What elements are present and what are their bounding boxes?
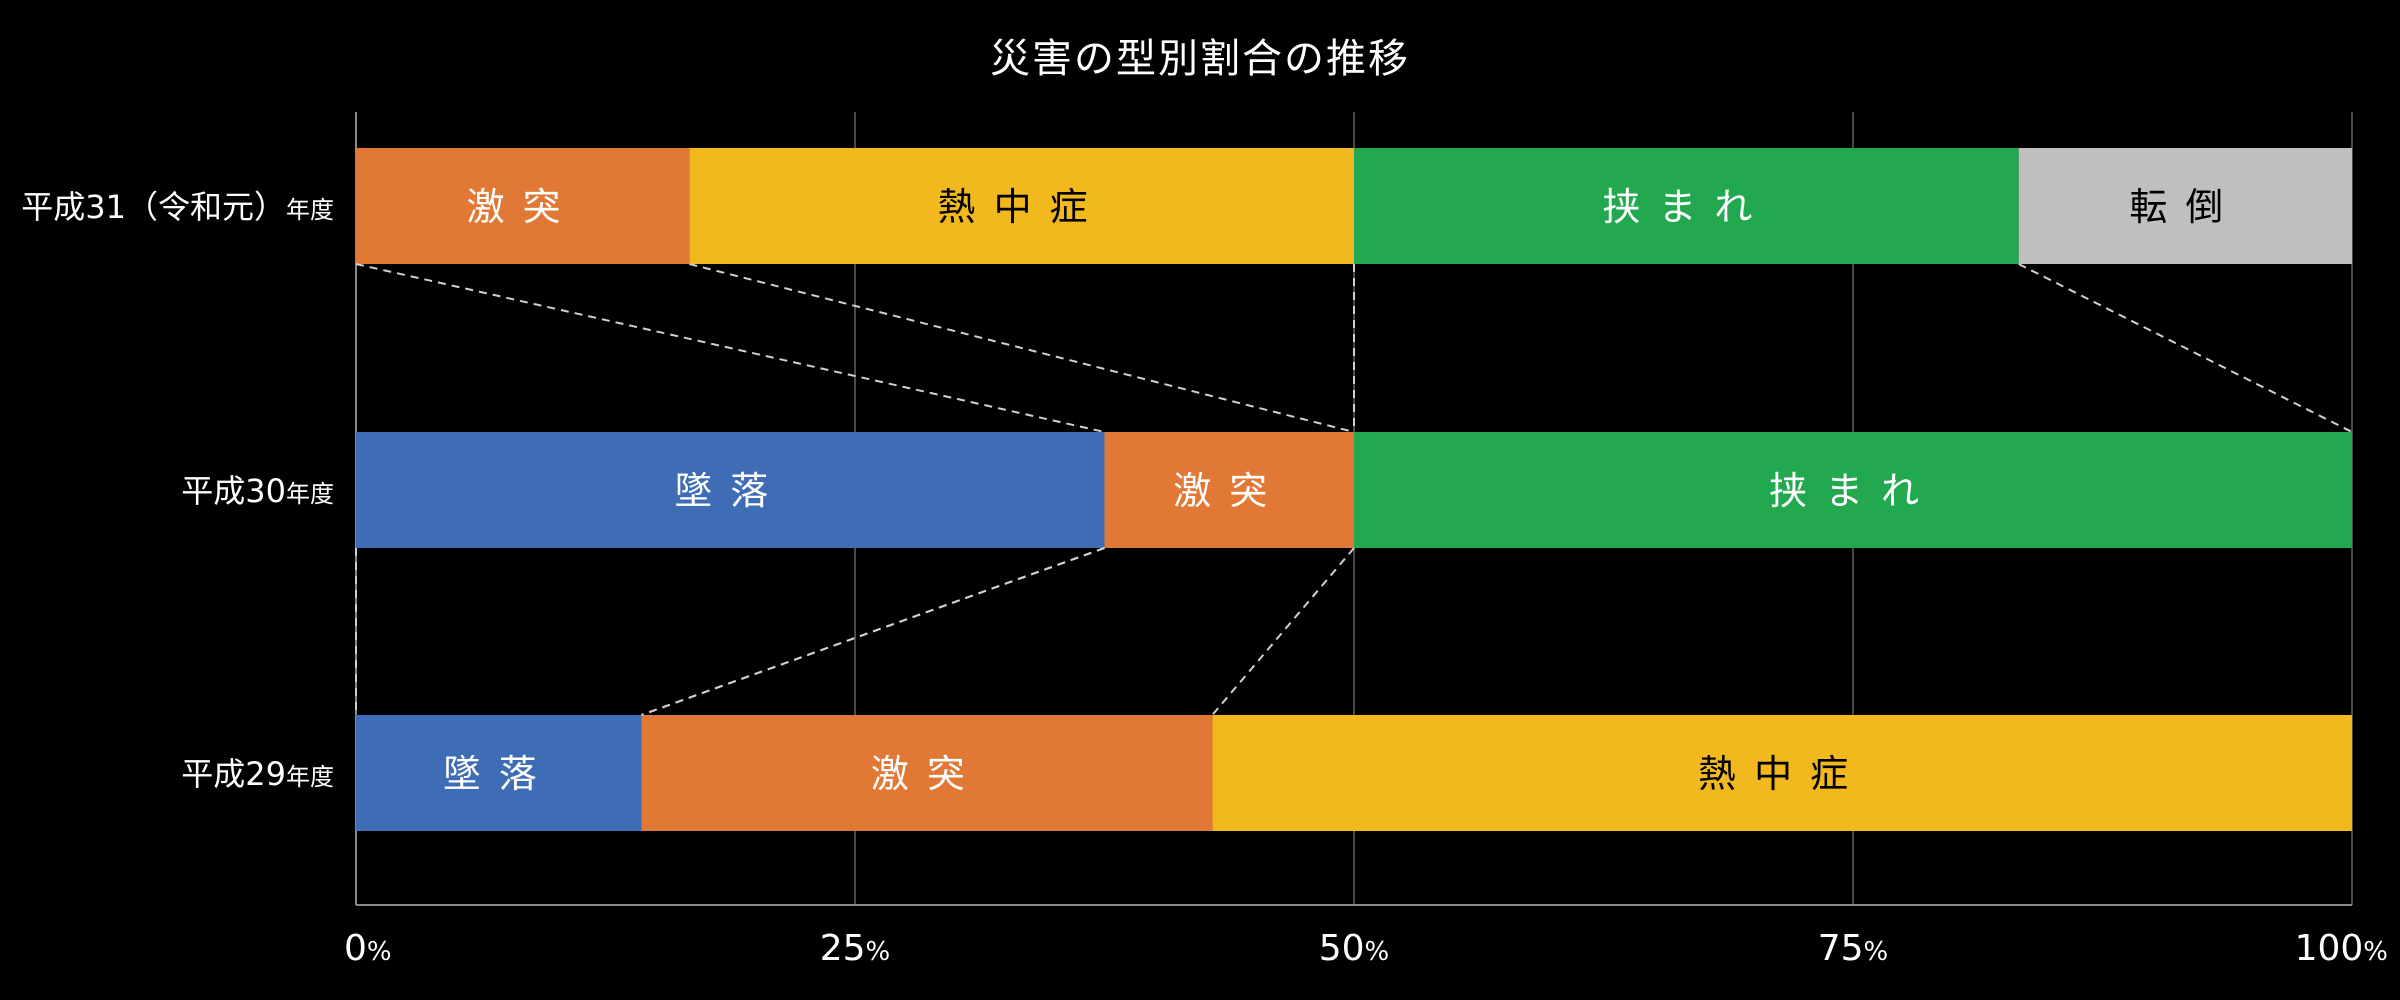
x-tick-number: 0: [344, 928, 367, 969]
segment-label: 熱中症: [1698, 752, 1866, 796]
segment-label: 激突: [1173, 469, 1285, 513]
row-label-main: 平成30: [181, 472, 286, 510]
x-tick-number: 50: [1319, 928, 1365, 969]
row-label-suffix: 年度: [286, 763, 334, 791]
bar-row: 激突 熱中症 挟まれ 転倒 平成31（令和元）年度: [21, 148, 2352, 264]
bar-segment: [356, 715, 642, 831]
row-label: 平成31（令和元）年度: [21, 188, 334, 226]
bar-segment: [1212, 715, 2352, 831]
segment-label: 転倒: [2129, 185, 2241, 229]
row-label: 平成30年度: [181, 472, 334, 510]
bar-segment: [356, 432, 1105, 548]
x-tick-number: 100: [2295, 928, 2364, 969]
row-label-suffix: 年度: [286, 480, 334, 508]
connector-line: [1211, 547, 1355, 716]
row-label-main: 平成31（令和元）: [21, 188, 286, 226]
bar-row: 墜落 激突 挟まれ 平成30年度: [181, 432, 2352, 548]
x-tick-labels: 0% 25% 50% 75% 100%: [344, 928, 2388, 969]
bar-segment: [689, 148, 1354, 264]
segment-label: 挟まれ: [1769, 469, 1937, 513]
bar-segment: [356, 148, 690, 264]
connector-lines: [355, 263, 2353, 716]
x-tick-label: 0%: [344, 928, 392, 969]
segment-label: 墜落: [674, 469, 786, 513]
chart-title: 災害の型別割合の推移: [990, 36, 1410, 82]
connector-line: [355, 263, 1105, 433]
row-label: 平成29年度: [181, 755, 334, 793]
x-tick-unit: %: [1864, 937, 1889, 967]
segment-label: 挟まれ: [1602, 185, 1770, 229]
row-label-main: 平成29: [181, 755, 286, 793]
x-tick-number: 75: [1818, 928, 1864, 969]
segment-label: 激突: [871, 752, 983, 796]
bar-row: 墜落 激突 熱中症 平成29年度: [181, 715, 2352, 831]
x-tick-unit: %: [367, 937, 392, 967]
bar-segment: [1354, 148, 2019, 264]
segment-label: 激突: [467, 185, 579, 229]
x-tick-unit: %: [1365, 937, 1390, 967]
x-tick-label: 75%: [1818, 928, 1889, 969]
x-tick-label: 100%: [2295, 928, 2388, 969]
bar-segment: [1354, 432, 2352, 548]
bar-segment: [641, 715, 1213, 831]
segment-label: 熱中症: [938, 185, 1106, 229]
connector-line: [689, 263, 1355, 433]
bar-segment: [1104, 432, 1354, 548]
x-tick-number: 25: [820, 928, 866, 969]
row-label-suffix: 年度: [286, 196, 334, 224]
segment-label: 墜落: [443, 752, 555, 796]
x-tick-unit: %: [866, 937, 891, 967]
x-tick-label: 25%: [820, 928, 891, 969]
x-tick-unit: %: [2363, 937, 2388, 967]
connector-line: [641, 547, 1105, 716]
x-tick-label: 50%: [1319, 928, 1390, 969]
connector-line: [2018, 263, 2353, 433]
bar-segment: [2018, 148, 2352, 264]
